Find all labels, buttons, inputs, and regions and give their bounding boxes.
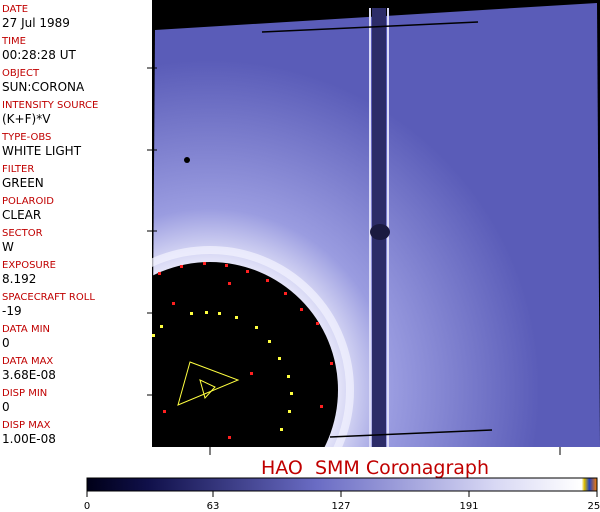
field-label: POLAROID <box>2 196 54 207</box>
field-label: FILTER <box>2 164 34 175</box>
field-label: TIME <box>1 36 26 47</box>
coronagraph-image <box>152 0 600 447</box>
field-value: -19 <box>2 304 22 318</box>
field-value: 00:28:28 UT <box>2 48 76 62</box>
field-value: 0 <box>2 336 10 350</box>
field-label: SPACECRAFT ROLL <box>2 292 95 303</box>
field-value: W <box>2 240 14 254</box>
field-label: DISP MIN <box>2 388 47 399</box>
field-value: CLEAR <box>2 208 41 222</box>
field-label: DATA MIN <box>2 324 50 335</box>
colorbar-tick-label: 255 <box>587 501 600 512</box>
colorbar-tick-label: 191 <box>459 501 478 512</box>
field-label: DISP MAX <box>2 420 51 431</box>
info-panel <box>0 0 152 447</box>
field-label: INTENSITY SOURCE <box>2 100 98 111</box>
field-label: DATE <box>2 4 28 15</box>
field-value: WHITE LIGHT <box>2 144 82 158</box>
title: HAO SMM Coronagraph <box>261 457 489 479</box>
field-label: DATA MAX <box>2 356 53 367</box>
field-value: (K+F)*V <box>2 112 51 126</box>
field-value: 1.00E-08 <box>2 432 56 446</box>
colorbar-tick-label: 63 <box>207 501 220 512</box>
field-value: 3.68E-08 <box>2 368 56 382</box>
field-value: 27 Jul 1989 <box>2 16 70 30</box>
field-label: SECTOR <box>2 228 43 239</box>
colorbar-ticks: 0 63 127 191 255 <box>84 491 600 512</box>
field-value: 0 <box>2 400 10 414</box>
colorbar <box>86 477 598 492</box>
field-label: OBJECT <box>2 68 40 79</box>
field-value: SUN:CORONA <box>2 80 85 94</box>
frame-ticks <box>147 67 561 455</box>
field-label: TYPE-OBS <box>1 132 51 143</box>
field-value: GREEN <box>2 176 44 190</box>
colorbar-tick-label: 127 <box>331 501 350 512</box>
field-label: EXPOSURE <box>2 260 56 271</box>
field-value: 8.192 <box>2 272 36 286</box>
colorbar-tick-label: 0 <box>84 501 90 512</box>
